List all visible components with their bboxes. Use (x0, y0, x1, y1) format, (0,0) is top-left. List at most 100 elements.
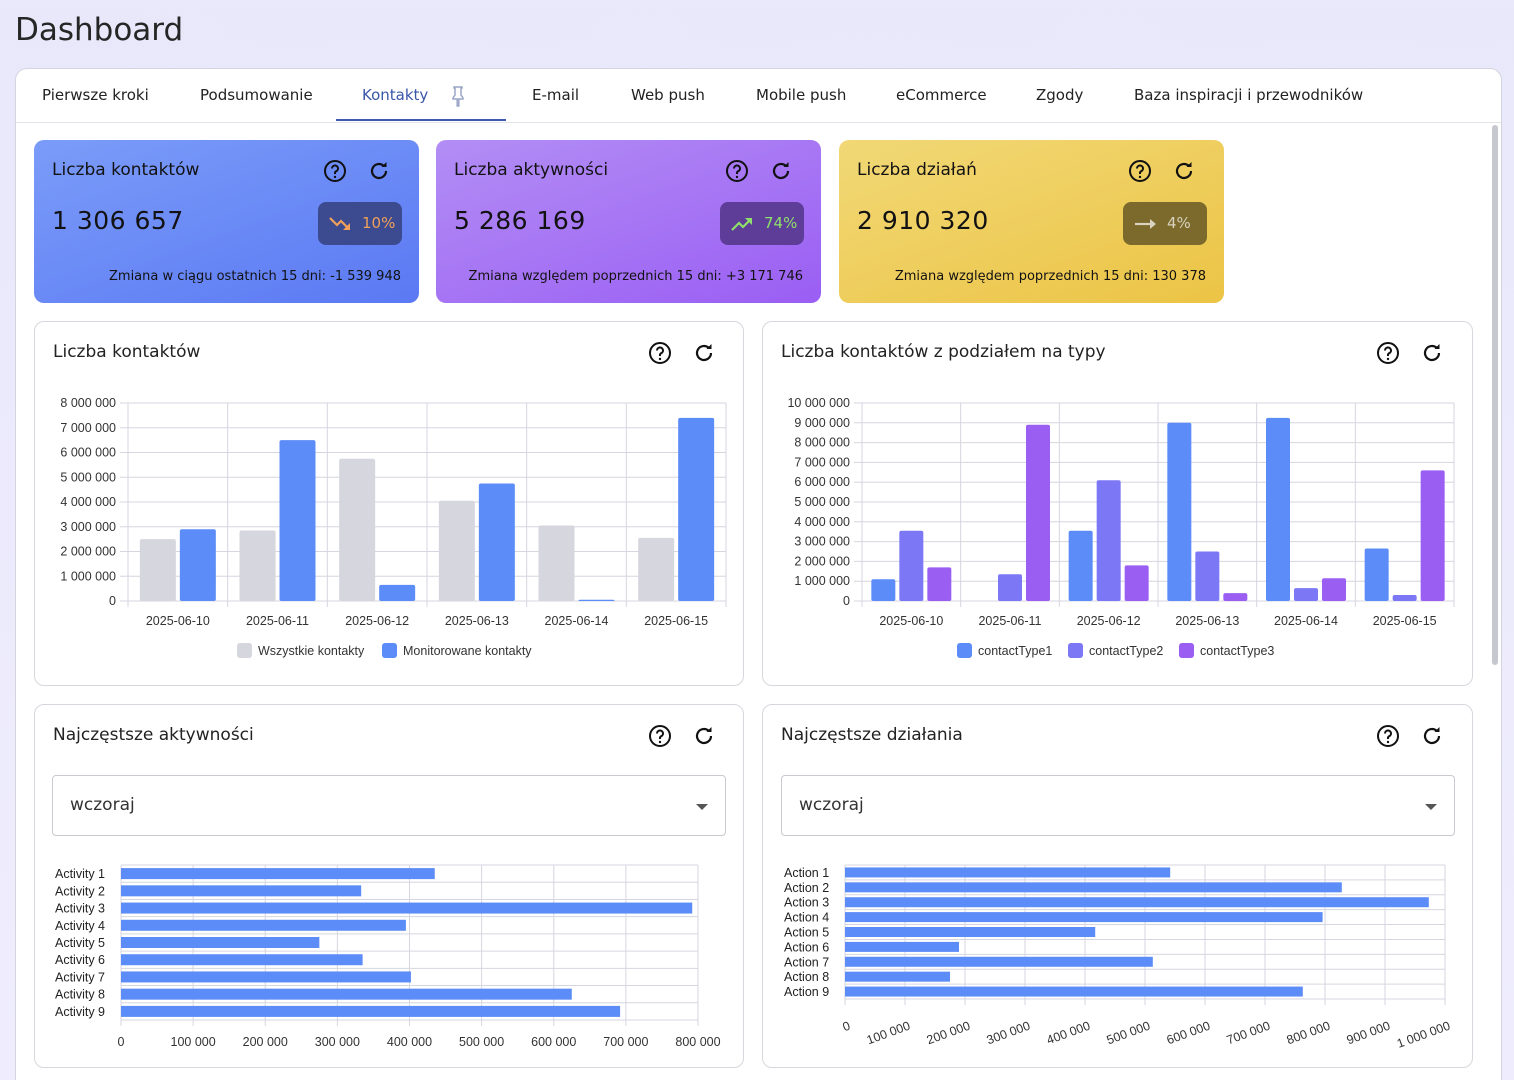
tab-mobile-push[interactable]: Mobile push (756, 86, 847, 104)
refresh-icon[interactable] (367, 159, 391, 183)
x-tick-label: 700 000 (603, 1035, 648, 1049)
bar (121, 937, 320, 948)
bar (845, 986, 1303, 997)
scrollbar[interactable] (1491, 125, 1499, 1080)
refresh-icon[interactable] (1420, 341, 1444, 365)
pin-icon[interactable] (449, 85, 467, 107)
period-select[interactable]: wczoraj (52, 775, 726, 836)
tab-podsumowanie[interactable]: Podsumowanie (200, 86, 313, 104)
kpi-card-contacts: Liczba kontaktów 1 306 657 10% Zmiana w … (34, 140, 419, 303)
help-icon[interactable] (323, 159, 347, 183)
refresh-icon[interactable] (692, 341, 716, 365)
x-tick-label: 300 000 (315, 1035, 360, 1049)
bar (179, 529, 216, 601)
refresh-icon[interactable] (1420, 724, 1444, 748)
help-icon[interactable] (648, 724, 672, 748)
bar (1420, 470, 1445, 601)
x-tick-label: 2025-06-14 (545, 614, 609, 628)
y-tick-label: 0 (843, 594, 850, 608)
help-icon[interactable] (648, 341, 672, 365)
scrollbar-thumb[interactable] (1492, 125, 1498, 665)
kpi-card-activities: Liczba aktywności 5 286 169 74% Zmiana w… (436, 140, 821, 303)
y-tick-label: Activity 7 (55, 970, 105, 984)
tab-web-push[interactable]: Web push (631, 86, 705, 104)
trending-down-icon (329, 217, 350, 230)
x-tick-label: 100 000 (865, 1019, 912, 1048)
y-tick-label: 3 000 000 (794, 535, 850, 549)
y-tick-label: Activity 6 (55, 953, 105, 967)
y-tick-label: 0 (109, 594, 116, 608)
bar (478, 483, 515, 601)
help-icon[interactable] (1376, 341, 1400, 365)
trend-percent: 10% (362, 214, 396, 232)
select-value: wczoraj (799, 795, 864, 815)
trending-flat-icon (1135, 219, 1156, 229)
y-tick-label: 1 000 000 (794, 574, 850, 588)
y-tick-label: 8 000 000 (60, 396, 116, 410)
contact-types-bar-chart: 0 1 000 000 2 000 000 3 000 000 4 000 000 5 0… (787, 396, 1455, 658)
x-tick-label: 900 000 (1345, 1019, 1392, 1048)
bar (121, 902, 693, 914)
bar (998, 574, 1022, 601)
y-tick-label: Activity 4 (55, 919, 105, 933)
y-tick-label: 5 000 000 (794, 495, 850, 509)
help-icon[interactable] (725, 159, 749, 183)
bar (845, 971, 950, 982)
y-tick-label: Action 2 (784, 881, 829, 895)
help-icon[interactable] (1376, 724, 1400, 748)
x-tick-label: 2025-06-14 (1274, 614, 1338, 628)
tab-ecommerce[interactable]: eCommerce (896, 86, 987, 104)
refresh-icon[interactable] (692, 724, 716, 748)
select-value: wczoraj (70, 795, 135, 815)
x-tick-label: 500 000 (459, 1035, 504, 1049)
trend-percent: 4% (1167, 214, 1191, 232)
x-tick-label: 0 (841, 1019, 852, 1035)
bar (1195, 551, 1220, 601)
y-tick-label: 2 000 000 (60, 545, 116, 559)
trend-badge: 4% (1123, 202, 1207, 245)
y-tick-label: Action 9 (784, 985, 829, 999)
bar (678, 417, 715, 601)
kpi-value: 1 306 657 (52, 206, 184, 235)
y-tick-label: 6 000 000 (794, 475, 850, 489)
y-tick-label: 2 000 000 (794, 554, 850, 568)
refresh-icon[interactable] (769, 159, 793, 183)
bar (845, 956, 1153, 967)
trend-badge: 10% (318, 202, 402, 245)
bar (1096, 480, 1121, 601)
x-tick-label: 600 000 (531, 1035, 576, 1049)
bar (121, 885, 362, 897)
y-tick-label: 10 000 000 (787, 396, 850, 410)
x-tick-label: 2025-06-10 (146, 614, 210, 628)
y-tick-label: 9 000 000 (794, 416, 850, 430)
tab-zgody[interactable]: Zgody (1036, 86, 1084, 104)
x-tick-label: 500 000 (1105, 1019, 1152, 1048)
x-tick-label: 2025-06-13 (1175, 614, 1239, 628)
tab-baza-inspiracji[interactable]: Baza inspiracji i przewodników (1134, 86, 1364, 104)
trending-up-icon (731, 218, 752, 231)
x-tick-label: 400 000 (1045, 1019, 1092, 1048)
tab-kontakty[interactable]: Kontakty (362, 86, 429, 104)
tab-email[interactable]: E-mail (532, 86, 580, 104)
y-tick-label: 4 000 000 (794, 515, 850, 529)
legend-swatch (1068, 643, 1083, 658)
bar (121, 868, 435, 880)
refresh-icon[interactable] (1172, 159, 1196, 183)
trend-badge: 74% (720, 202, 804, 245)
bar (139, 539, 176, 601)
x-tick-label: 2025-06-13 (445, 614, 509, 628)
chevron-down-icon (696, 804, 708, 810)
bar (638, 537, 675, 601)
y-tick-label: 7 000 000 (794, 455, 850, 469)
y-tick-label: 1 000 000 (60, 569, 116, 583)
bar (121, 954, 363, 966)
trend-percent: 74% (764, 214, 798, 232)
x-tick-label: 100 000 (171, 1035, 216, 1049)
bar (871, 579, 896, 601)
y-tick-label: 3 000 000 (60, 520, 116, 534)
x-tick-label: 2025-06-12 (345, 614, 409, 628)
tab-pierwsze-kroki[interactable]: Pierwsze kroki (42, 86, 149, 104)
top-activities-card: Najczęstsze aktywności wczoraj 0 100 000 2… (34, 704, 744, 1068)
period-select[interactable]: wczoraj (781, 775, 1455, 836)
help-icon[interactable] (1128, 159, 1152, 183)
